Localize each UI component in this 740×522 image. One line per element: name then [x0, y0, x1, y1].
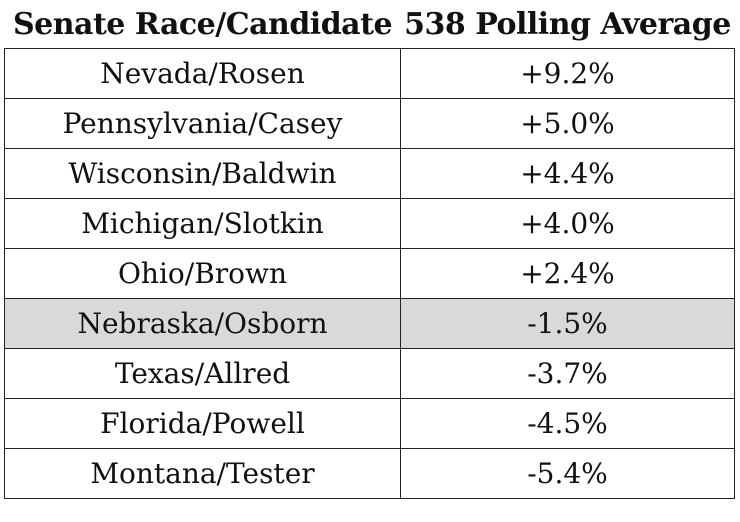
average-cell: -3.7%	[400, 348, 735, 399]
polling-table: Senate Race/Candidate 538 Polling Averag…	[4, 0, 735, 499]
race-cell: Nevada/Rosen	[4, 48, 401, 99]
average-cell: -5.4%	[400, 448, 735, 499]
average-cell: +5.0%	[400, 98, 735, 149]
header-polling-average: 538 Polling Average	[400, 0, 735, 49]
race-cell: Montana/Tester	[4, 448, 401, 499]
race-cell: Texas/Allred	[4, 348, 401, 399]
table-row: Ohio/Brown +2.4%	[4, 248, 735, 299]
race-cell: Ohio/Brown	[4, 248, 401, 299]
average-cell: -4.5%	[400, 398, 735, 449]
average-cell: +2.4%	[400, 248, 735, 299]
header-senate-race: Senate Race/Candidate	[4, 0, 401, 49]
average-cell: -1.5%	[400, 298, 735, 349]
table-row-highlighted: Nebraska/Osborn -1.5%	[4, 298, 735, 349]
table-row: Michigan/Slotkin +4.0%	[4, 198, 735, 249]
header-row: Senate Race/Candidate 538 Polling Averag…	[4, 0, 735, 49]
table-row: Pennsylvania/Casey +5.0%	[4, 98, 735, 149]
table-row: Wisconsin/Baldwin +4.4%	[4, 148, 735, 199]
table-row: Texas/Allred -3.7%	[4, 348, 735, 399]
average-cell: +4.0%	[400, 198, 735, 249]
race-cell: Wisconsin/Baldwin	[4, 148, 401, 199]
race-cell: Michigan/Slotkin	[4, 198, 401, 249]
race-cell: Pennsylvania/Casey	[4, 98, 401, 149]
table-row: Montana/Tester -5.4%	[4, 448, 735, 499]
race-cell: Nebraska/Osborn	[4, 298, 401, 349]
table-row: Florida/Powell -4.5%	[4, 398, 735, 449]
table-row: Nevada/Rosen +9.2%	[4, 48, 735, 99]
average-cell: +9.2%	[400, 48, 735, 99]
race-cell: Florida/Powell	[4, 398, 401, 449]
average-cell: +4.4%	[400, 148, 735, 199]
